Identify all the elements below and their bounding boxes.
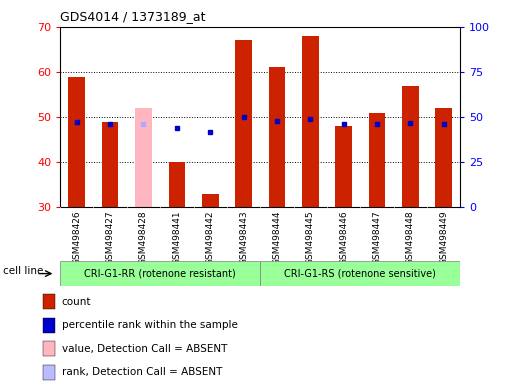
Bar <box>60 261 260 286</box>
Text: GDS4014 / 1373189_at: GDS4014 / 1373189_at <box>60 10 206 23</box>
Bar <box>302 36 319 207</box>
Bar <box>235 40 252 207</box>
Text: CRI-G1-RR (rotenone resistant): CRI-G1-RR (rotenone resistant) <box>84 268 236 279</box>
Text: value, Detection Call = ABSENT: value, Detection Call = ABSENT <box>62 344 227 354</box>
Text: GSM498428: GSM498428 <box>139 210 148 265</box>
Bar <box>42 294 55 309</box>
Bar <box>260 261 460 286</box>
Text: CRI-G1-RS (rotenone sensitive): CRI-G1-RS (rotenone sensitive) <box>285 268 436 279</box>
Text: GSM498442: GSM498442 <box>206 210 214 265</box>
Bar <box>102 122 119 207</box>
Bar <box>135 108 152 207</box>
Text: GSM498449: GSM498449 <box>439 210 448 265</box>
Bar <box>402 86 418 207</box>
Bar <box>369 113 385 207</box>
Text: GSM498426: GSM498426 <box>72 210 81 265</box>
Text: GSM498441: GSM498441 <box>173 210 181 265</box>
Bar <box>202 194 219 207</box>
Bar <box>42 341 55 356</box>
Text: rank, Detection Call = ABSENT: rank, Detection Call = ABSENT <box>62 367 222 377</box>
Bar <box>69 76 85 207</box>
Text: GSM498444: GSM498444 <box>272 210 281 265</box>
Text: percentile rank within the sample: percentile rank within the sample <box>62 320 237 330</box>
Bar <box>168 162 185 207</box>
Text: count: count <box>62 297 91 307</box>
Bar <box>42 318 55 333</box>
Text: GSM498447: GSM498447 <box>372 210 381 265</box>
Bar <box>42 365 55 380</box>
Text: GSM498445: GSM498445 <box>306 210 315 265</box>
Text: GSM498448: GSM498448 <box>406 210 415 265</box>
Bar <box>435 108 452 207</box>
Text: GSM498427: GSM498427 <box>106 210 115 265</box>
Text: GSM498443: GSM498443 <box>239 210 248 265</box>
Text: GSM498446: GSM498446 <box>339 210 348 265</box>
Text: cell line: cell line <box>3 266 43 276</box>
Bar <box>268 68 285 207</box>
Bar <box>335 126 352 207</box>
